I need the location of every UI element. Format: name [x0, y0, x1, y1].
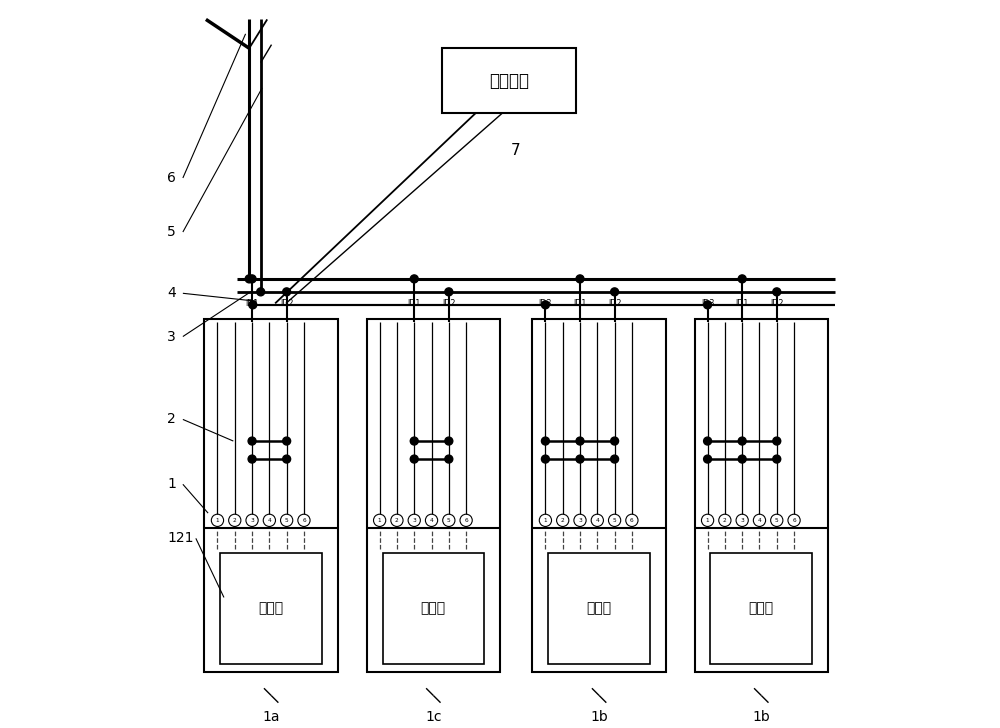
Text: 4: 4	[267, 518, 271, 523]
Text: 1: 1	[216, 518, 219, 523]
Text: 3: 3	[740, 518, 744, 523]
Circle shape	[738, 437, 746, 445]
Bar	[710, 553, 812, 665]
Bar	[367, 319, 500, 672]
Text: ID2: ID2	[770, 298, 784, 308]
Text: 4: 4	[758, 518, 761, 523]
Bar	[532, 319, 666, 672]
Text: 2: 2	[395, 518, 399, 523]
Circle shape	[773, 455, 781, 463]
Text: 3: 3	[250, 518, 254, 523]
Text: 6: 6	[792, 518, 796, 523]
Text: 2: 2	[561, 518, 565, 523]
Text: 5: 5	[775, 518, 779, 523]
Circle shape	[248, 275, 256, 283]
Text: ID2: ID2	[442, 298, 456, 308]
Text: 5: 5	[285, 518, 289, 523]
Text: 5: 5	[447, 518, 451, 523]
Bar	[548, 553, 650, 665]
Circle shape	[445, 288, 453, 296]
Bar	[204, 319, 338, 672]
Circle shape	[541, 437, 549, 445]
Circle shape	[704, 437, 712, 445]
Circle shape	[576, 275, 584, 283]
Circle shape	[773, 288, 781, 296]
Circle shape	[445, 455, 453, 463]
Circle shape	[249, 301, 257, 309]
Circle shape	[541, 455, 549, 463]
Text: 单片机: 单片机	[259, 601, 284, 616]
Circle shape	[738, 275, 746, 283]
Text: ID3: ID3	[701, 298, 714, 308]
Text: 2: 2	[167, 413, 176, 427]
Text: 2: 2	[723, 518, 727, 523]
Circle shape	[704, 455, 712, 463]
Text: 6: 6	[302, 518, 306, 523]
Circle shape	[248, 437, 256, 445]
Text: ID3: ID3	[539, 298, 552, 308]
Text: ID1: ID1	[573, 298, 587, 308]
Text: 单片机: 单片机	[749, 601, 774, 616]
Text: 6: 6	[167, 171, 176, 185]
Text: ID1: ID1	[735, 298, 749, 308]
Text: 3: 3	[412, 518, 416, 523]
Text: 1: 1	[706, 518, 709, 523]
Circle shape	[257, 288, 265, 296]
Text: 1: 1	[167, 478, 176, 491]
Circle shape	[611, 288, 619, 296]
Text: 5: 5	[167, 225, 176, 239]
Text: 3: 3	[578, 518, 582, 523]
Text: 2: 2	[233, 518, 237, 523]
Circle shape	[410, 437, 418, 445]
Circle shape	[541, 301, 549, 309]
Circle shape	[283, 455, 291, 463]
Circle shape	[248, 455, 256, 463]
Text: 5: 5	[613, 518, 616, 523]
Text: 1b: 1b	[752, 710, 770, 724]
Circle shape	[704, 301, 712, 309]
Circle shape	[283, 437, 291, 445]
Text: 7: 7	[511, 143, 520, 159]
Circle shape	[410, 275, 418, 283]
Text: 6: 6	[464, 518, 468, 523]
Text: 单片机: 单片机	[587, 601, 612, 616]
Text: 1b: 1b	[590, 710, 608, 724]
Text: ID1: ID1	[408, 298, 421, 308]
Text: 4: 4	[167, 286, 176, 300]
Circle shape	[773, 437, 781, 445]
Text: 单片机: 单片机	[421, 601, 446, 616]
Circle shape	[283, 288, 291, 296]
Circle shape	[576, 455, 584, 463]
Text: 1: 1	[544, 518, 547, 523]
Text: 4: 4	[595, 518, 599, 523]
Text: 1: 1	[378, 518, 381, 523]
Text: ID2: ID2	[280, 298, 293, 308]
Text: 4: 4	[430, 518, 433, 523]
Text: 6: 6	[630, 518, 634, 523]
Circle shape	[410, 455, 418, 463]
Bar	[383, 553, 484, 665]
Text: 外部设备: 外部设备	[489, 71, 529, 90]
Circle shape	[738, 455, 746, 463]
Circle shape	[445, 437, 453, 445]
Circle shape	[611, 455, 619, 463]
Bar	[442, 48, 576, 113]
Circle shape	[245, 275, 253, 283]
Text: 1c: 1c	[425, 710, 442, 724]
Text: 3: 3	[167, 330, 176, 344]
Circle shape	[576, 437, 584, 445]
Circle shape	[611, 437, 619, 445]
Bar	[695, 319, 828, 672]
Text: 121: 121	[167, 531, 194, 545]
Text: 1a: 1a	[262, 710, 280, 724]
Text: ID1: ID1	[245, 298, 259, 308]
Bar	[220, 553, 322, 665]
Text: ID2: ID2	[608, 298, 621, 308]
